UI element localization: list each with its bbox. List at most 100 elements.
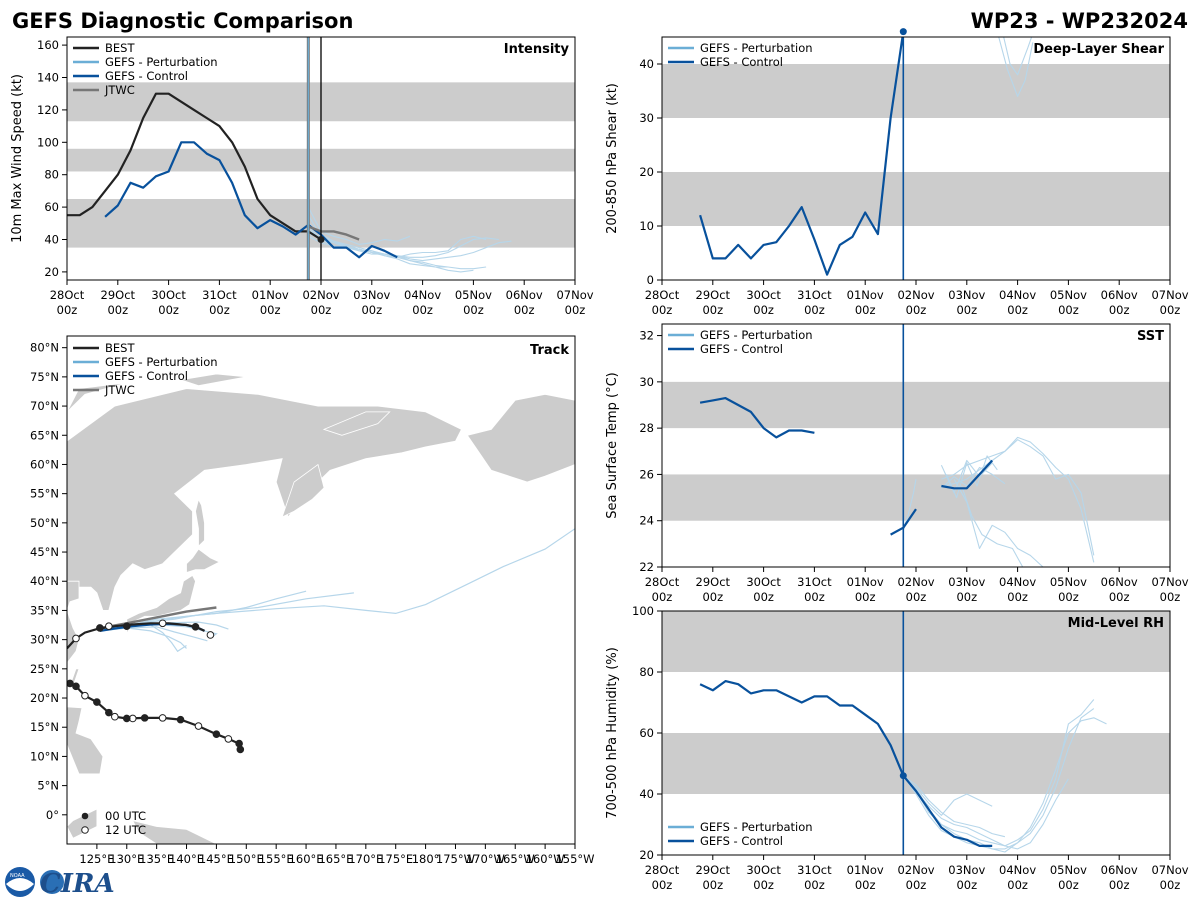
rh-ylabel: 700-500 hPa Humidity (%) <box>605 647 620 819</box>
shear-series-group <box>699 37 1034 276</box>
sst-xtick-label-date: 06Nov <box>1101 575 1138 589</box>
sst-series-gefs-perturbation-1 <box>941 439 1095 556</box>
rh-xtick-label-date: 31Oct <box>797 863 832 877</box>
track-lat-label: 55°N <box>30 487 59 501</box>
figure-title-left: GEFS Diagnostic Comparison <box>12 9 353 33</box>
track-lon-label: 160°E <box>289 852 324 866</box>
rh-panel: 2040608010028Oct00z29Oct00z30Oct00z31Oct… <box>605 604 1189 892</box>
track-lat-label: 65°N <box>30 428 59 442</box>
legend-label-perturbation: GEFS - Perturbation <box>700 820 813 834</box>
track-point-12utc <box>72 634 80 643</box>
track-lat-label: 0° <box>46 808 59 822</box>
sst-xtick-label-hour: 00z <box>702 590 723 604</box>
track-point-00utc <box>96 624 104 632</box>
legend-label-control: GEFS - Control <box>700 55 783 69</box>
intensity-xtick-label-date: 07Nov <box>556 288 593 302</box>
sst-series-gefs-perturbation-5 <box>945 455 998 499</box>
shear-xtick-label-date: 06Nov <box>1101 288 1138 302</box>
track-lat-label: 15°N <box>30 720 59 734</box>
shear-ytick-label: 0 <box>647 273 654 287</box>
sst-series-gefs-perturbation-2 <box>941 436 1095 563</box>
track-best-1 <box>67 622 205 650</box>
track-point-00utc <box>191 622 200 631</box>
legend-label-control: GEFS - Control <box>700 834 783 848</box>
intensity-best-current-point <box>317 236 325 243</box>
sst-xtick-label-date: 03Nov <box>948 575 985 589</box>
rh-xtick-label-hour: 00z <box>1007 878 1028 892</box>
legend-label-jtwc: JTWC <box>104 83 135 97</box>
track-point-12utc <box>158 619 167 628</box>
sst-xtick-label-hour: 00z <box>753 590 774 604</box>
track-panel: 0° 5°N 10°N 15°N 20°N 25°N 30°N 35°N 40°N 45°N 50°… <box>30 335 595 866</box>
track-lat-label: 40°N <box>30 574 59 588</box>
sst-xtick-label-date: 29Oct <box>696 575 731 589</box>
sst-series-gefs-perturbation-0 <box>902 479 917 531</box>
track-lon-label: 175°W <box>436 852 475 866</box>
track-point-00utc <box>67 679 74 688</box>
rh-xtick-label-hour: 00z <box>702 878 723 892</box>
track-lat-label: 20°N <box>30 691 59 705</box>
intensity-xtick-label-hour: 00z <box>463 303 484 317</box>
sst-ytick-label: 24 <box>639 514 654 528</box>
intensity-series-jtwc-9 <box>307 225 360 241</box>
track-lon-label: 180° <box>412 852 440 866</box>
intensity-panel-title: Intensity <box>504 42 570 57</box>
sst-xtick-label-hour: 00z <box>1007 590 1028 604</box>
sst-xtick-label-date: 28Oct <box>645 575 680 589</box>
rh-ytick-label: 40 <box>639 787 654 801</box>
shear-xtick-label-date: 31Oct <box>797 288 832 302</box>
intensity-ytick-label: 60 <box>44 200 59 214</box>
track-lon-label: 125°E <box>79 852 114 866</box>
rh-xtick-label-hour: 00z <box>1058 878 1079 892</box>
legend-label-control: GEFS - Control <box>700 342 783 356</box>
land-area-7 <box>466 393 575 483</box>
sst-ylabel: Sea Surface Temp (°C) <box>605 372 620 519</box>
band-rh-0 <box>662 733 1170 794</box>
sst-xtick-label-date: 04Nov <box>999 575 1036 589</box>
intensity-ytick-label: 100 <box>37 135 59 149</box>
sst-ytick-label: 22 <box>639 560 654 574</box>
sst-series-gefs-perturbation-3 <box>940 459 993 494</box>
shear-panel-title: Deep-Layer Shear <box>1033 42 1164 57</box>
rh-xtick-label-date: 02Nov <box>897 863 934 877</box>
track-point-00utc <box>122 622 131 631</box>
track-point-00utc <box>176 715 185 724</box>
intensity-xtick-label-hour: 00z <box>57 303 78 317</box>
track-point-00utc <box>93 698 101 706</box>
land-area-4 <box>186 548 221 574</box>
track-point-12utc <box>111 712 119 721</box>
land-area-5 <box>195 498 205 548</box>
rh-ytick-label: 80 <box>639 665 654 679</box>
track-point-12utc <box>206 631 215 639</box>
rh-xtick-label-date: 06Nov <box>1101 863 1138 877</box>
land-area-3 <box>126 574 196 634</box>
rh-series-gefs-perturbation-3 <box>902 775 993 816</box>
track-lat-label: 50°N <box>30 516 59 530</box>
shear-xtick-label-hour: 00z <box>702 303 723 317</box>
intensity-xtick-label-hour: 00z <box>158 303 179 317</box>
noaa-gull-icon <box>6 878 34 891</box>
noaa-cira-logo: NOAA CIRA <box>5 867 115 899</box>
rh-xtick-label-hour: 00z <box>753 878 774 892</box>
shear-ytick-label: 10 <box>639 219 654 233</box>
land-area-12 <box>131 820 217 844</box>
shear-xtick-label-hour: 00z <box>956 303 977 317</box>
track-point-12utc <box>158 714 167 722</box>
track-lon-label: 160°W <box>526 852 565 866</box>
track-lat-label: 80°N <box>30 341 59 355</box>
sst-ytick-label: 30 <box>639 375 654 389</box>
intensity-series-group <box>67 92 512 273</box>
intensity-series-gefs-perturbation-6 <box>307 222 499 258</box>
intensity-ytick-label: 20 <box>44 265 59 279</box>
shear-xtick-label-date: 07Nov <box>1151 288 1188 302</box>
intensity-ylabel: 10m Max Wind Speed (kt) <box>10 74 25 243</box>
track-point-00utc <box>235 739 243 748</box>
track-lat-label: 10°N <box>30 749 59 763</box>
rh-panel-title: Mid-Level RH <box>1068 616 1164 631</box>
track-map-content <box>67 373 575 844</box>
land-area-8 <box>322 411 391 436</box>
track-point-12utc <box>81 691 89 700</box>
cira-globe-icon <box>40 870 64 894</box>
sst-series-gefs-control-10 <box>941 459 994 490</box>
